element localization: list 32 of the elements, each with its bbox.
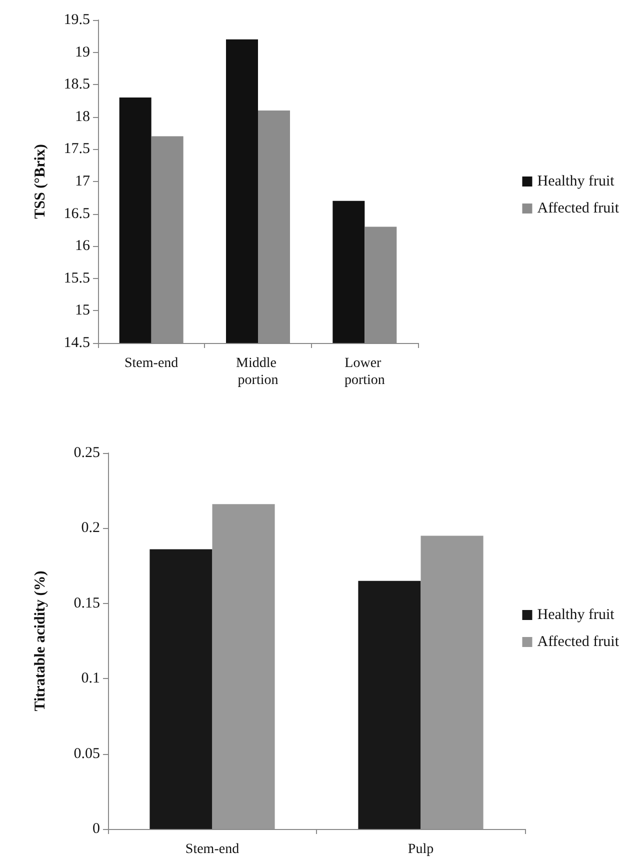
legend-label: Healthy fruit xyxy=(537,607,616,623)
y-tick-label: 16.5 xyxy=(64,206,90,222)
y-axis-title: TSS (°Brix) xyxy=(32,144,48,219)
x-tick-label: Lower portion xyxy=(344,356,385,388)
bar xyxy=(150,549,212,829)
y-tick-label: 15.5 xyxy=(64,270,90,286)
bar xyxy=(212,504,275,829)
bar xyxy=(420,536,484,829)
x-tick-label: Middle portion xyxy=(236,356,280,388)
y-axis-title: Titratable acidity (%) xyxy=(32,570,48,712)
y-tick-label: 0.2 xyxy=(81,520,100,536)
y-tick-label: 19.5 xyxy=(64,12,90,28)
y-tick-label: 16 xyxy=(75,238,90,254)
legend-label: Affected fruit xyxy=(537,634,620,650)
y-tick-label: 0.25 xyxy=(74,445,100,461)
y-tick-label: 17.5 xyxy=(64,141,90,158)
y-tick-label: 18 xyxy=(75,108,90,125)
y-tick-label: 0.05 xyxy=(74,746,100,762)
y-tick-label: 17 xyxy=(75,174,90,190)
y-tick-label: 0.1 xyxy=(81,670,100,687)
y-tick-label: 18.5 xyxy=(64,76,90,93)
bar xyxy=(358,580,421,829)
y-tick-label: 0 xyxy=(92,821,100,837)
x-tick-label: Stem-end xyxy=(124,356,178,371)
y-tick-label: 15 xyxy=(75,302,90,319)
y-tick-label: 19 xyxy=(75,44,90,60)
x-tick-label: Stem-end xyxy=(185,842,240,857)
x-tick-label: Pulp xyxy=(408,842,434,857)
y-tick-label: 0.15 xyxy=(74,595,100,612)
legend-label: Healthy fruit xyxy=(537,174,616,190)
legend-label: Affected fruit xyxy=(537,200,620,216)
y-tick-label: 14.5 xyxy=(64,335,90,351)
